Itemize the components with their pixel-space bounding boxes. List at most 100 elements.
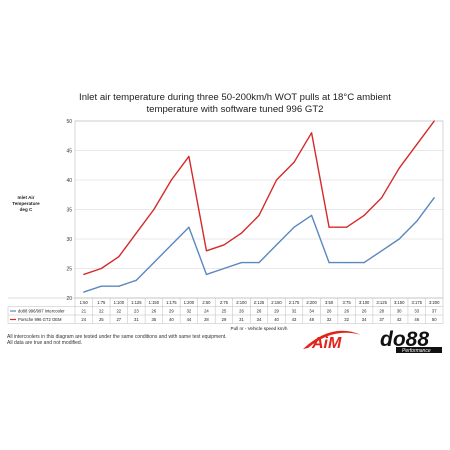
data-label-0-0: 21 [81,309,86,314]
x-tick-label-20: 3:200 [429,300,440,305]
aim-logo: AiM [303,330,361,352]
series-1-point-20 [433,120,435,122]
x-tick-label-9: 2:100 [236,300,247,305]
data-label-0-4: 26 [152,309,157,314]
data-label-0-14: 26 [327,309,332,314]
data-label-0-13: 34 [309,309,314,314]
x-tick-label-17: 3:125 [376,300,387,305]
data-label-1-13: 48 [309,317,314,322]
series-1-point-10 [258,214,260,216]
x-tick-label-1: 1:75 [97,300,106,305]
x-tick-label-14: 3:50 [325,300,334,305]
y-axis-label: Inlet Air Temperature deg C [4,195,48,213]
footnotes: All intercoolers in this diagram are tes… [7,334,227,346]
x-tick-label-19: 3:175 [411,300,422,305]
series-0-point-15 [346,262,348,264]
data-label-0-11: 29 [274,309,279,314]
data-label-1-3: 31 [134,317,139,322]
do88-logo-subtext: Performance [402,348,431,354]
data-label-1-18: 42 [397,317,402,322]
x-tick-label-18: 3:150 [394,300,405,305]
series-1-point-15 [346,226,348,228]
data-label-1-16: 34 [362,317,367,322]
series-0-point-5 [170,244,172,246]
series-0-point-13 [310,214,313,216]
data-label-0-12: 32 [292,309,297,314]
series-0-point-10 [258,262,260,264]
data-label-1-2: 27 [116,317,121,322]
series-1-point-11 [275,179,278,181]
series-0-point-1 [100,285,102,287]
data-label-1-0: 24 [81,317,86,322]
footnote-1: All intercoolers in this diagram are tes… [7,334,227,340]
y-tick-label-20: 20 [66,296,72,302]
data-label-1-17: 37 [379,317,384,322]
data-label-0-20: 37 [432,309,437,314]
data-label-0-10: 26 [257,309,262,314]
data-label-0-8: 25 [222,309,227,314]
series-1-point-1 [100,267,102,270]
data-label-0-5: 29 [169,309,174,314]
data-label-1-7: 28 [204,317,209,322]
data-label-0-17: 28 [379,309,384,314]
series-0-point-16 [363,262,365,264]
data-label-1-6: 44 [187,317,192,322]
data-label-1-1: 25 [99,317,104,322]
footnote-2: All data are true and not modified. [7,340,83,347]
series-0-point-17 [381,250,383,252]
series-1-point-19 [416,144,418,146]
data-label-0-16: 26 [362,309,367,314]
aim-logo-text: AiM [311,335,342,352]
legend-label-0: do88 996/997 Intercooler [18,309,65,314]
series-1-point-7 [205,250,208,252]
x-tick-label-4: 1:150 [149,300,160,305]
series-0-point-7 [205,273,208,275]
x-tick-label-0: 1:50 [80,300,89,305]
x-tick-label-7: 2:50 [202,300,211,305]
series-0-point-19 [416,220,418,222]
series-0-point-12 [293,226,295,228]
y-axis-label-line-2: Temperature [12,201,40,206]
series-1-point-9 [240,232,243,234]
series-1-point-4 [153,208,155,211]
chart-title: Inlet air temperature during three 50-20… [20,92,450,116]
chart-title-line-2: temperature with software tuned 996 GT2 [146,104,324,115]
data-label-1-19: 46 [414,317,419,322]
x-tick-label-15: 3:75 [343,300,352,305]
series-0-point-2 [118,285,120,287]
series-line-0 [83,197,435,293]
data-label-1-12: 43 [292,317,297,322]
data-label-1-20: 50 [432,317,437,322]
series-1-point-18 [398,167,400,169]
x-axis-label: Pull nr - Vehicle speed km/h [231,326,288,331]
series-1-point-3 [135,232,137,234]
data-label-0-6: 32 [187,309,192,314]
y-tick-label-40: 40 [66,178,72,184]
series-1-point-13 [310,132,313,134]
series-0-point-6 [188,226,190,228]
series-0-point-8 [223,267,225,270]
data-label-0-2: 22 [116,309,121,314]
series-1-point-14 [328,226,330,228]
series-0-point-11 [275,244,278,246]
x-tick-label-2: 1:100 [114,300,125,305]
series-1-point-2 [118,256,120,258]
y-tick-label-25: 25 [66,266,72,272]
x-tick-label-12: 2:175 [289,300,300,305]
x-tick-label-3: 1:125 [131,300,142,305]
data-label-1-14: 32 [327,317,332,322]
data-label-0-18: 30 [397,309,402,314]
series-0-point-4 [153,262,155,264]
data-label-0-15: 26 [344,309,349,314]
y-tick-label-30: 30 [66,237,72,243]
x-tick-label-11: 2:150 [271,300,282,305]
series-0-point-20 [433,197,435,199]
data-label-1-4: 35 [152,317,157,322]
data-label-1-8: 29 [222,317,227,322]
series-1-point-17 [381,197,383,199]
data-label-0-19: 33 [414,309,419,314]
y-axis-label-line-1: Inlet Air [17,195,35,200]
data-label-0-9: 26 [239,309,244,314]
series-0-point-14 [328,262,330,264]
series-1-point-12 [293,161,295,163]
